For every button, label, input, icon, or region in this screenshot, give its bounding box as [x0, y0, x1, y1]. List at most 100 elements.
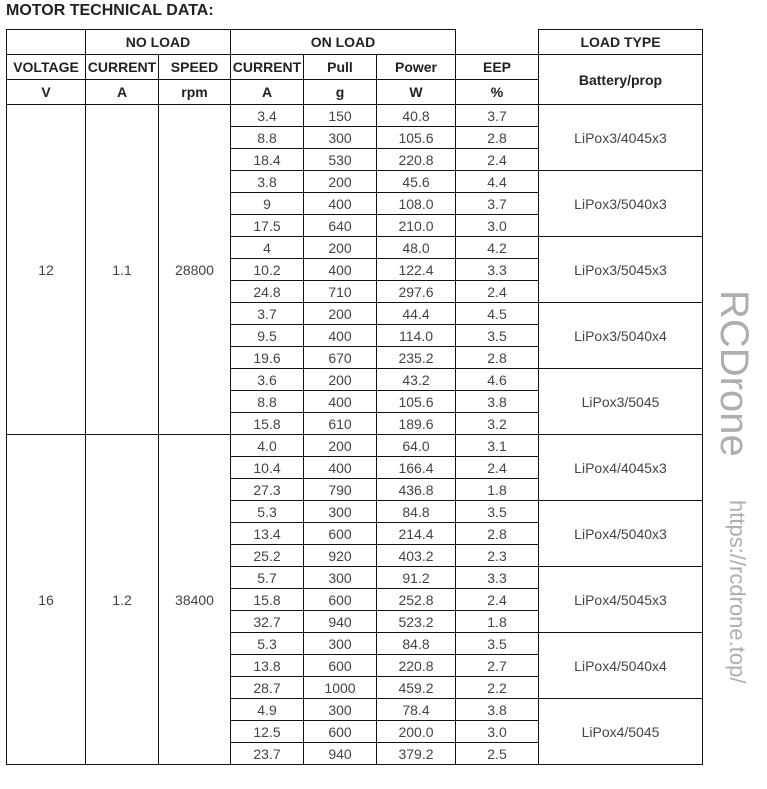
pull-cell: 600 [303, 588, 377, 611]
battery-prop-cell: LiPox4/5040x3 [538, 500, 703, 567]
current-cell: 4.0 [230, 434, 304, 457]
current-cell: 15.8 [230, 412, 304, 435]
eep-cell: 3.1 [455, 434, 539, 457]
current-cell: 8.8 [230, 390, 304, 413]
eep-cell: 3.3 [455, 566, 539, 589]
eep-cell: 3.7 [455, 104, 539, 127]
table-row: 9.5 400 114.0 3.5 [7, 324, 703, 347]
table-row: 16 1.2 38400 4.0 200 64.0 3.1 LiPox4/4045x3 [6, 434, 703, 765]
eep-cell: 4.6 [455, 368, 539, 391]
unit-header: g [303, 79, 377, 105]
table-row: 28.7 1000 459.2 2.2 [7, 676, 703, 699]
battery-prop-cell: LiPox3/5040x4 [538, 302, 703, 369]
eep-cell: 3.2 [455, 412, 539, 435]
eep-cell: 3.7 [455, 192, 539, 215]
pull-cell: 640 [303, 214, 377, 237]
pull-cell: 200 [303, 236, 377, 259]
current-cell: 32.7 [230, 610, 304, 633]
pull-cell: 400 [303, 258, 377, 281]
table-row: 10.2 400 122.4 3.3 [7, 258, 703, 281]
pull-cell: 300 [303, 126, 377, 149]
eep-cell: 3.8 [455, 698, 539, 721]
table-row: 9 400 108.0 3.7 [7, 192, 703, 215]
speed-cell: 38400 [158, 434, 231, 765]
header-row-2: VOLTAGE CURRENT SPEED CURRENT Pull Power… [6, 54, 703, 105]
power-cell: 189.6 [376, 412, 456, 435]
eep-cell: 1.8 [455, 478, 539, 501]
power-cell: 235.2 [376, 346, 456, 369]
power-cell: 523.2 [376, 610, 456, 633]
table-row: 4.9 300 78.4 3.8 LiPox4/5045 [7, 698, 703, 765]
eep-cell: 3.5 [455, 500, 539, 523]
current-cell: 13.4 [230, 522, 304, 545]
eep-cell: 4.2 [455, 236, 539, 259]
eep-cell: 2.7 [455, 654, 539, 677]
current-cell: 23.7 [230, 742, 304, 765]
eep-cell: 4.5 [455, 302, 539, 325]
power-cell: 105.6 [376, 390, 456, 413]
table-row: 25.2 920 403.2 2.3 [7, 544, 703, 567]
current-cell: 13.8 [230, 654, 304, 677]
power-cell: 214.4 [376, 522, 456, 545]
current-cell: 15.8 [230, 588, 304, 611]
pull-cell: 400 [303, 324, 377, 347]
current-cell: 5.3 [230, 632, 304, 655]
current-cell: 10.4 [230, 456, 304, 479]
current-cell: 27.3 [230, 478, 304, 501]
power-cell: 200.0 [376, 720, 456, 743]
power-cell: 48.0 [376, 236, 456, 259]
pull-cell: 200 [303, 170, 377, 193]
col-header: Power [376, 54, 456, 80]
header-row-1: NO LOAD ON LOAD LOAD TYPE [6, 29, 703, 55]
eep-cell: 2.4 [455, 588, 539, 611]
current-cell: 5.7 [230, 566, 304, 589]
power-cell: 43.2 [376, 368, 456, 391]
current-cell: 9 [230, 192, 304, 215]
pull-cell: 610 [303, 412, 377, 435]
table-row: 5.7 300 91.2 3.3 LiPox4/5045x3 [7, 566, 703, 633]
pull-cell: 530 [303, 148, 377, 171]
power-cell: 108.0 [376, 192, 456, 215]
on-load-header: ON LOAD [230, 29, 456, 55]
eep-cell: 2.5 [455, 742, 539, 765]
power-cell: 84.8 [376, 632, 456, 655]
power-cell: 459.2 [376, 676, 456, 699]
table-row: 17.5 640 210.0 3.0 [7, 214, 703, 237]
current-cell: 4 [230, 236, 304, 259]
col-header: SPEED [158, 54, 231, 80]
pull-cell: 920 [303, 544, 377, 567]
unit-header: % [455, 79, 539, 105]
current-cell: 28.7 [230, 676, 304, 699]
power-cell: 403.2 [376, 544, 456, 567]
power-cell: 64.0 [376, 434, 456, 457]
eep-cell: 2.4 [455, 280, 539, 303]
current-cell: 24.8 [230, 280, 304, 303]
power-cell: 220.8 [376, 148, 456, 171]
table-row: 12.5 600 200.0 3.0 [7, 720, 703, 743]
eep-cell: 2.8 [455, 346, 539, 369]
col-header: VOLTAGE [6, 54, 86, 80]
battery-prop-cell: LiPox4/4045x3 [538, 434, 703, 501]
power-cell: 252.8 [376, 588, 456, 611]
table-row: 5.3 300 84.8 3.5 LiPox4/5040x3 [7, 500, 703, 567]
power-cell: 166.4 [376, 456, 456, 479]
current-cell: 8.8 [230, 126, 304, 149]
battery-prop-cell: LiPox4/5040x4 [538, 632, 703, 699]
current-cell: 19.6 [230, 346, 304, 369]
watermark-url: https://rcdrone.top/ [725, 500, 750, 684]
blank-header [455, 29, 539, 55]
current-cell: 5.3 [230, 500, 304, 523]
voltage-cell: 12 [6, 104, 86, 435]
pull-cell: 400 [303, 456, 377, 479]
current-cell: 25.2 [230, 544, 304, 567]
pull-cell: 1000 [303, 676, 377, 699]
power-cell: 78.4 [376, 698, 456, 721]
pull-cell: 300 [303, 566, 377, 589]
eep-cell: 3.5 [455, 324, 539, 347]
current-cell: 3.7 [230, 302, 304, 325]
watermark-logo: RCDrone [712, 290, 756, 457]
current-cell: 3.6 [230, 368, 304, 391]
pull-cell: 710 [303, 280, 377, 303]
power-cell: 40.8 [376, 104, 456, 127]
current-cell: 9.5 [230, 324, 304, 347]
